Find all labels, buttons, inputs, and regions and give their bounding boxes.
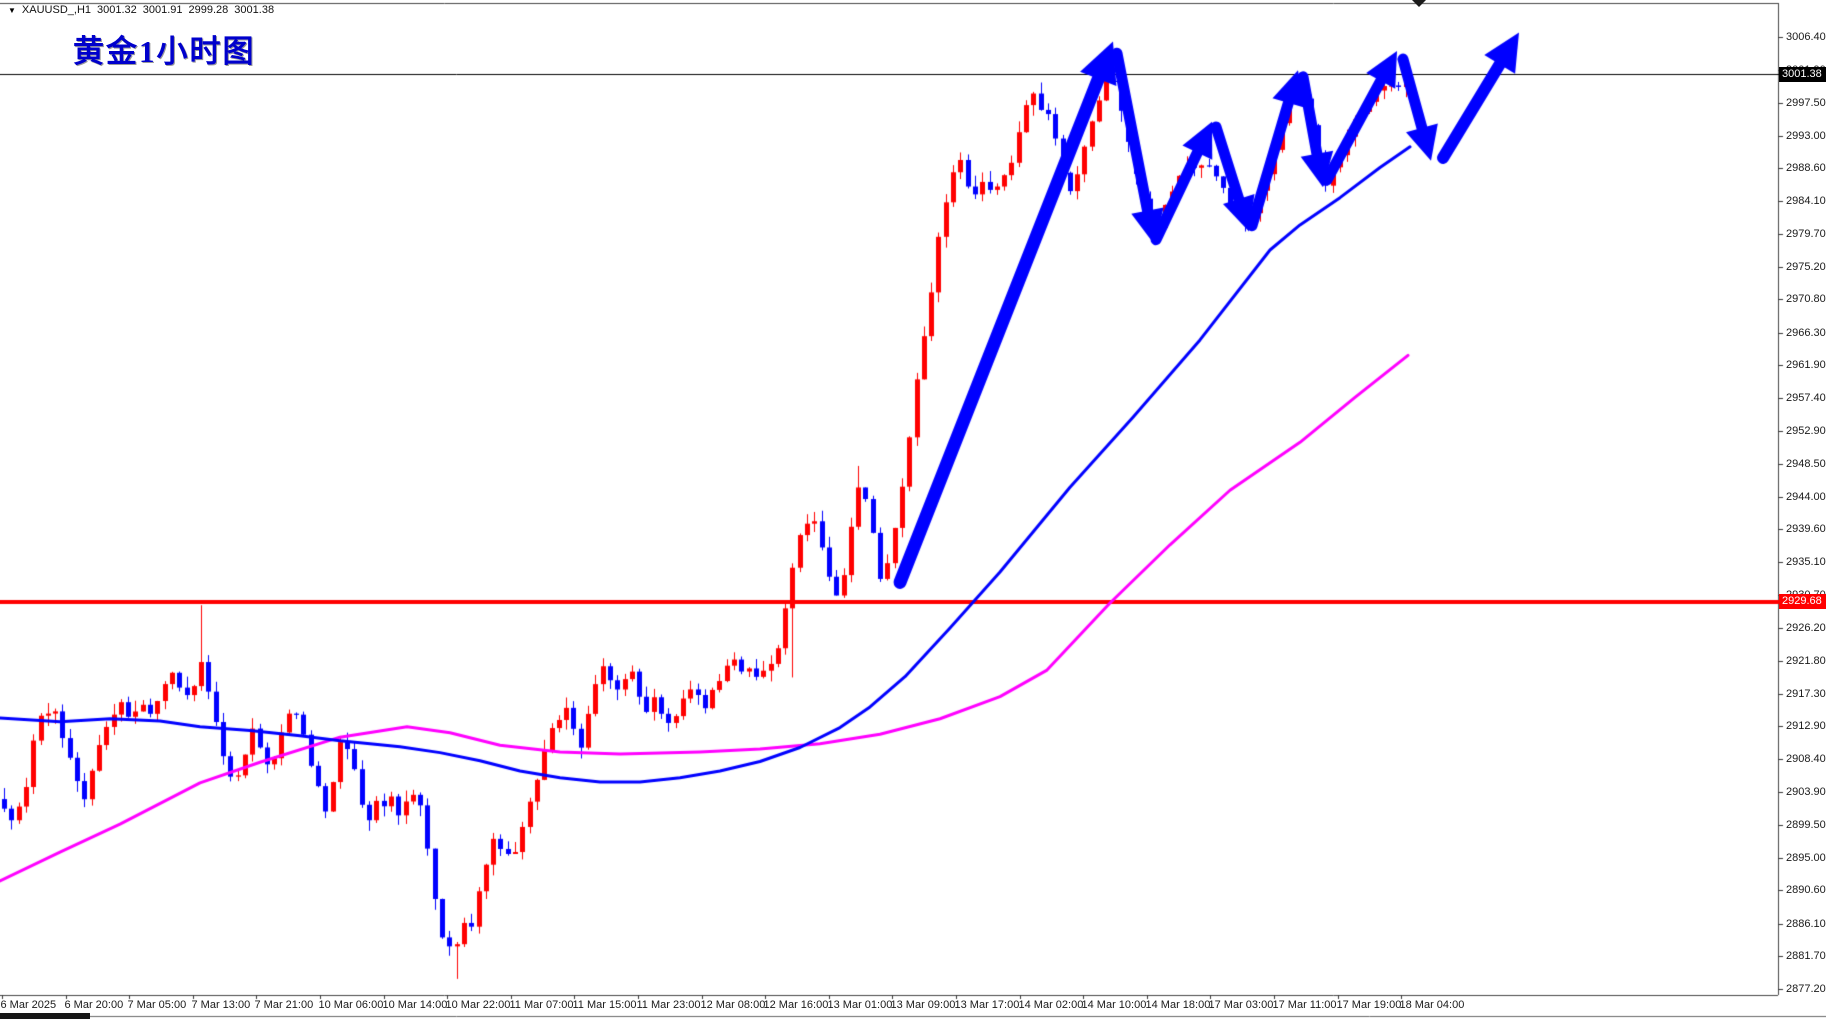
quote-close: 3001.38 — [234, 4, 275, 16]
time-tick-label: 14 Mar 02:00 — [1018, 999, 1084, 1011]
time-tick-label: 7 Mar 05:00 — [127, 999, 187, 1011]
price-tick-label: 2912.90 — [1786, 719, 1826, 732]
price-tick-label: 2939.60 — [1786, 522, 1826, 535]
current-price-badge: 3001.38 — [1779, 66, 1826, 82]
time-tick-label: 13 Mar 01:00 — [827, 999, 893, 1011]
time-tick-label: 17 Mar 03:00 — [1208, 999, 1274, 1011]
time-tick-label: 12 Mar 08:00 — [700, 999, 766, 1011]
time-tick-label: 11 Mar 15:00 — [572, 999, 637, 1011]
time-tick-label: 6 Mar 2025 — [0, 999, 57, 1011]
time-tick-label: 14 Mar 10:00 — [1081, 999, 1147, 1011]
price-tick-label: 2895.00 — [1786, 851, 1826, 864]
time-tick-label: 17 Mar 11:00 — [1272, 999, 1337, 1011]
price-tick-label: 2970.80 — [1786, 292, 1826, 305]
time-tick-label: 6 Mar 20:00 — [64, 999, 124, 1011]
time-tick-label: 10 Mar 06:00 — [318, 999, 384, 1011]
bottom-scrollbar-segment[interactable] — [0, 1013, 90, 1019]
price-tick-label: 2890.60 — [1786, 883, 1826, 896]
price-tick-label: 2979.70 — [1786, 227, 1826, 240]
symbol-timeframe-label: XAUUSD_,H1 — [21, 4, 91, 16]
price-tick-label: 2886.10 — [1786, 917, 1826, 930]
price-tick-label: 2952.90 — [1786, 424, 1826, 437]
quote-high: 3001.91 — [142, 4, 183, 16]
time-tick-label: 7 Mar 13:00 — [191, 999, 251, 1011]
price-tick-label: 2877.20 — [1786, 982, 1826, 995]
price-tick-label: 2908.40 — [1786, 752, 1826, 765]
price-tick-label: 2944.00 — [1786, 490, 1826, 503]
price-tick-label: 2961.90 — [1786, 358, 1826, 371]
price-tick-label: 2984.10 — [1786, 194, 1826, 207]
symbol-info: ▼ XAUUSD_,H1 3001.32 3001.91 2999.28 300… — [8, 4, 274, 16]
time-tick-label: 12 Mar 16:00 — [763, 999, 829, 1011]
price-tick-label: 2903.90 — [1786, 785, 1826, 798]
time-tick-label: 13 Mar 09:00 — [890, 999, 956, 1011]
price-tick-label: 2997.50 — [1786, 96, 1826, 109]
time-tick-label: 13 Mar 17:00 — [954, 999, 1020, 1011]
price-tick-label: 2921.80 — [1786, 654, 1826, 667]
symbol-dropdown-icon[interactable]: ▼ — [8, 5, 16, 15]
price-tick-label: 2957.40 — [1786, 391, 1826, 404]
price-tick-label: 2988.60 — [1786, 161, 1826, 174]
quote-open: 3001.32 — [97, 4, 137, 16]
hline-price-badge: 2929.68 — [1779, 594, 1826, 609]
time-tick-label: 17 Mar 19:00 — [1336, 999, 1402, 1011]
chart-title: 黄金1小时图 — [73, 34, 256, 69]
price-tick-label: 2948.50 — [1786, 457, 1826, 470]
price-tick-label: 2993.00 — [1786, 129, 1826, 142]
chart-shift-marker-icon — [1412, 0, 1426, 7]
time-tick-label: 11 Mar 07:00 — [509, 999, 574, 1011]
price-tick-label: 2975.20 — [1786, 260, 1826, 273]
time-tick-label: 14 Mar 18:00 — [1145, 999, 1211, 1011]
price-tick-label: 2935.10 — [1786, 555, 1826, 568]
price-tick-label: 2899.50 — [1786, 818, 1826, 831]
time-tick-label: 11 Mar 23:00 — [636, 999, 701, 1011]
price-tick-label: 2926.20 — [1786, 621, 1826, 634]
quote-low: 2999.28 — [188, 4, 229, 16]
time-tick-label: 10 Mar 22:00 — [445, 999, 511, 1011]
price-tick-label: 2966.30 — [1786, 326, 1826, 339]
price-tick-label: 2917.30 — [1786, 687, 1826, 700]
time-tick-label: 18 Mar 04:00 — [1399, 999, 1465, 1011]
price-tick-label: 2881.70 — [1786, 949, 1826, 962]
price-tick-label: 3006.40 — [1786, 30, 1826, 43]
time-tick-label: 10 Mar 14:00 — [382, 999, 448, 1011]
time-tick-label: 7 Mar 21:00 — [254, 999, 314, 1011]
